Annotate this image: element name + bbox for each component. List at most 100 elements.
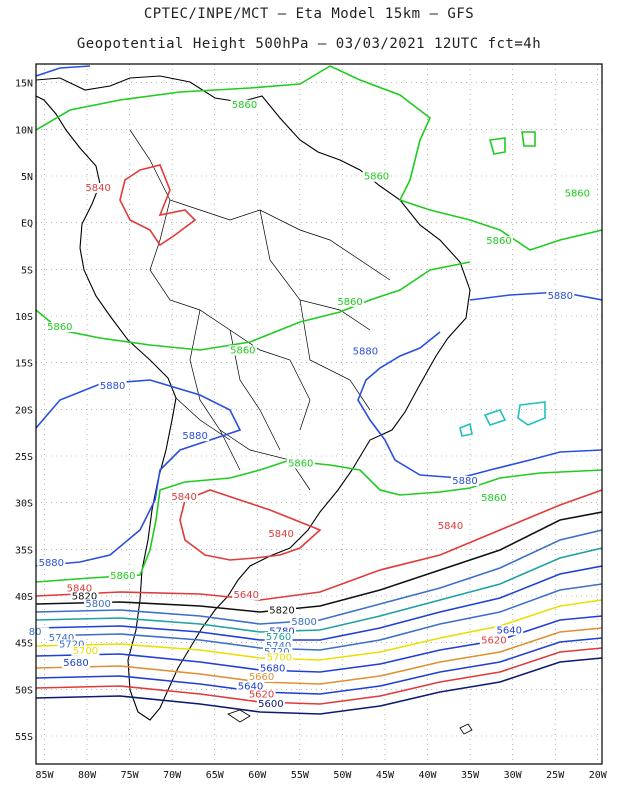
contour-label: 5840 [67,583,92,594]
contour-label-bg [450,476,479,486]
contour-label: 5720 [59,639,84,650]
contour-label-bg [228,345,257,356]
contour-label-bg [563,188,592,199]
lat-tick-label: 40S [15,592,33,603]
contour-label: 5720 [264,647,289,658]
contour-label: 5860 [232,100,257,111]
contour-label: 5860 [486,236,511,247]
contour-label: 5640 [238,681,263,692]
contour-label: 5640 [497,625,522,636]
contour-label-bg [70,591,99,602]
contour-label-bg [479,492,508,503]
contour-label-bg [37,558,66,569]
contour-label-bg [485,236,514,247]
contour-label: 5880 [182,431,207,442]
lat-tick-label: 30S [15,499,33,510]
lat-tick-label: 10S [15,312,33,323]
lon-tick-label: 40W [418,770,437,781]
contour-label-bg [495,625,524,636]
contour-label: 5880 [548,291,573,302]
contour-labels: 5860 5840 5860 5860 5860 5880 5860 5860 5860 5880… [21,99,592,710]
contour-label-bg [546,291,575,302]
lon-tick-label: 35W [461,770,480,781]
contour-label-bg [247,689,276,700]
lat-tick-label: 15S [15,359,33,370]
contour-label: 5800 [85,599,110,610]
contour-label: 5840 [438,521,463,532]
map-title: CPTEC/INPE/MCT – Eta Model 15km – GFS [143,6,475,22]
contour-label: 5860 [565,189,590,200]
contour-label: 5840 [85,183,110,194]
contour-label-bg [45,322,74,332]
contour-label-bg [267,605,296,616]
contour-label-bg [57,639,86,650]
contour-label: 5820 [269,606,294,617]
contour-label: 5860 [230,345,255,356]
contour-label: 5740 [266,641,291,652]
contour-label-bg [247,672,276,682]
contour-label: 5600 [258,699,283,710]
lat-tick-label: 20S [15,405,33,416]
contour-label-bg [21,627,50,638]
contour-label: 5840 [171,492,196,503]
lon-tick-label: 20W [589,770,608,781]
lon-tick-label: 45W [376,770,395,781]
contour-label: 5680 [63,658,88,669]
contour-label-bg [362,171,391,182]
contour-label-bg [351,346,380,357]
south-america-coastline [36,75,471,721]
contour-label-bg [71,645,100,656]
contour-label: 5780 [269,626,294,637]
contour-label: 5840 [268,529,293,540]
contour-label: 5620 [249,690,274,701]
lon-tick-label: 30W [504,770,523,781]
contour-label: 5640 [234,590,259,601]
contour-lines [36,65,602,715]
contour-label: 5860 [364,172,389,183]
lon-tick-label: 65W [206,770,225,781]
lon-tick-label: 70W [163,770,182,781]
lat-tick-label: 25S [15,452,33,463]
contour-label-bg [232,589,261,600]
lon-tick-label: 55W [291,770,310,781]
longitude-labels: 85W 80W 75W 70W 65W 60W 55W 50W 45W 40W 35W 30W 25W 2… [35,770,607,781]
lat-tick-label: 10N [15,125,33,136]
contour-label: 80 [29,627,42,638]
lon-tick-label: 25W [546,770,565,781]
contour-label: 5860 [288,458,313,469]
contour-label-bg [264,631,293,642]
lat-tick-label: 5N [21,172,33,183]
contour-label: 5880 [452,476,477,487]
contour-label-bg [84,182,113,193]
contour-label-bg [267,529,296,540]
contour-label-bg [98,380,127,391]
contour-label-bg [108,571,137,582]
lon-tick-label: 50W [333,770,352,781]
contour-label: 5880 [353,346,378,357]
contour-label-bg [286,458,315,469]
contour-label: 5700 [73,646,98,657]
contour-label-bg [181,431,210,442]
contour-label: 5800 [291,617,316,628]
contour-label: 5660 [249,672,274,683]
latitude-labels: 15N 10N 5N EQ 5S 10S 15S 20S 25S 30S 35S 40S 45S 50S 5… [15,79,33,743]
lon-tick-label: 60W [248,770,267,781]
contour-label-bg [62,658,91,668]
map-subtitle: Geopotential Height 500hPa – 03/03/2021 … [76,36,542,52]
lon-tick-label: 75W [121,770,140,781]
lat-tick-label: EQ [21,219,33,230]
lon-tick-label: 85W [35,770,54,781]
map-frame [35,63,603,765]
contour-label: 5760 [266,632,291,643]
contour-label-bg [290,616,319,627]
lat-tick-label: 5S [21,265,33,276]
lat-tick-label: 35S [15,545,33,556]
lat-tick-label: 50S [15,685,33,696]
contour-label-bg [258,663,287,674]
contour-label: 5880 [100,381,125,392]
lon-tick-label: 80W [78,770,97,781]
lat-tick-label: 45S [15,639,33,650]
contour-label-bg [170,491,199,502]
contour-label-bg [265,652,294,663]
